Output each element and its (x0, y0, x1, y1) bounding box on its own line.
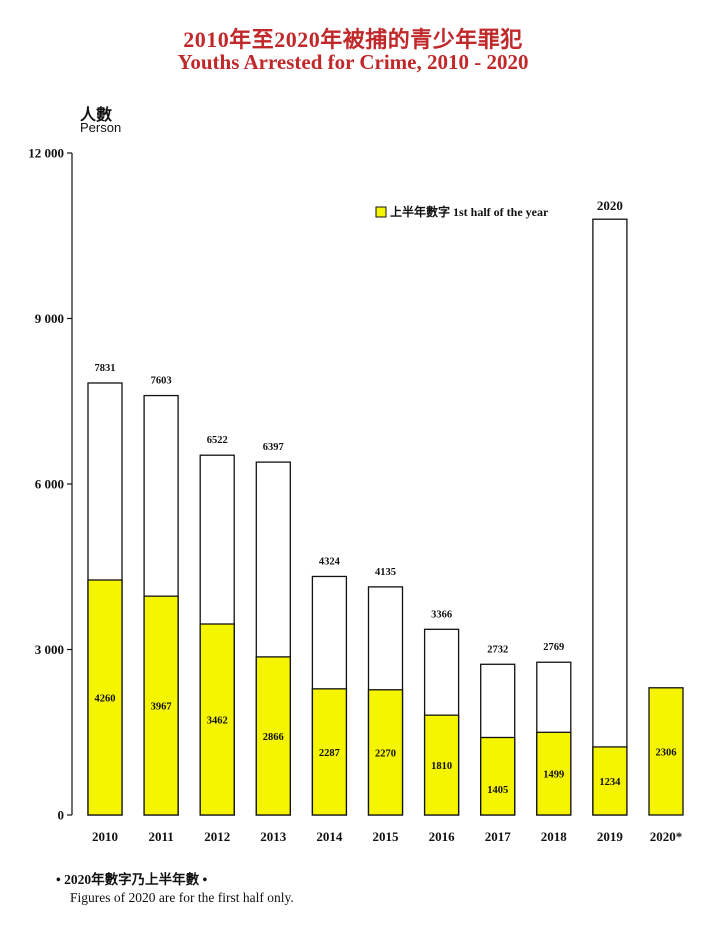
total-value-label: 2020 (597, 198, 623, 213)
x-tick-label: 2014 (316, 829, 343, 844)
first-half-value-label: 2287 (319, 748, 340, 759)
first-half-bar (423, 714, 460, 816)
footnote: • 2020年數字乃上半年數 • Figures of 2020 are for… (56, 868, 294, 906)
first-half-value-label: 4260 (95, 693, 116, 704)
y-tick-label: 12 000 (28, 146, 64, 161)
bars-group: 4260 7831 3967 7603 3462 6522 2866 6397 2287 4324… (87, 198, 684, 816)
first-half-value-label: 2866 (263, 732, 284, 743)
first-half-bar (199, 623, 235, 816)
first-half-value-label: 2270 (375, 748, 396, 759)
legend-label: 上半年數字 1st half of the year (390, 204, 549, 219)
y-axis-unit-chinese: 人數 (80, 107, 113, 124)
x-tick-label: 2015 (373, 829, 400, 844)
x-tick-label: 2013 (260, 829, 287, 844)
first-half-bar (536, 731, 572, 816)
first-half-bar (480, 736, 516, 816)
first-half-bar (87, 579, 123, 816)
x-axis-labels: 2010 2011 2012 2013 2014 2015 2016 2017 2018 2019… (92, 829, 682, 844)
first-half-value-label: 1499 (543, 770, 564, 781)
first-half-bar (143, 595, 179, 816)
first-half-bar (592, 746, 628, 816)
y-axis-unit-english: Person (80, 120, 122, 135)
total-bar (592, 218, 628, 816)
first-half-bar (255, 656, 291, 816)
chart-title-english: Youths Arrested for Crime, 2010 - 2020 (177, 50, 529, 74)
y-tick-label: 0 (58, 808, 65, 823)
x-tick-label: 2018 (541, 829, 568, 844)
total-value-label: 3366 (431, 609, 452, 620)
total-value-label: 6397 (263, 442, 284, 453)
x-tick-label: 2011 (148, 829, 173, 844)
x-tick-label: 2020* (650, 829, 683, 844)
first-half-value-label: 3462 (207, 716, 228, 727)
first-half-value-label: 1405 (487, 785, 508, 796)
total-value-label: 7831 (95, 363, 116, 374)
footnote-line-2: Figures of 2020 are for the first half o… (70, 890, 294, 905)
first-half-bar (648, 687, 684, 816)
total-value-label: 7603 (151, 376, 172, 387)
x-tick-label: 2016 (429, 829, 456, 844)
y-axis: 0 3 000 6 000 9 000 12 000 (28, 146, 73, 823)
total-value-label: 6522 (207, 435, 228, 446)
legend-swatch (375, 206, 387, 218)
first-half-value-label: 2306 (656, 747, 677, 758)
first-half-value-label: 1810 (431, 761, 452, 772)
first-half-bar (367, 689, 404, 816)
total-value-label: 4135 (375, 567, 396, 578)
total-value-label: 4324 (319, 556, 341, 567)
first-half-value-label: 3967 (151, 702, 172, 713)
y-tick-label: 9 000 (35, 311, 64, 326)
x-tick-label: 2012 (204, 829, 230, 844)
chart-title-chinese: 2010年至2020年被捕的青少年罪犯 (183, 27, 523, 52)
x-tick-label: 2010 (92, 829, 118, 844)
x-tick-label: 2019 (597, 829, 624, 844)
x-tick-label: 2017 (485, 829, 512, 844)
footnote-line-1: • 2020年數字乃上半年數 • (56, 872, 208, 887)
legend: 上半年數字 1st half of the year (375, 204, 549, 219)
first-half-value-label: 1234 (599, 777, 621, 788)
total-value-label: 2769 (543, 642, 564, 653)
total-value-label: 2732 (487, 644, 508, 655)
y-tick-label: 6 000 (35, 477, 64, 492)
first-half-bar (311, 688, 348, 816)
y-tick-label: 3 000 (35, 642, 64, 657)
